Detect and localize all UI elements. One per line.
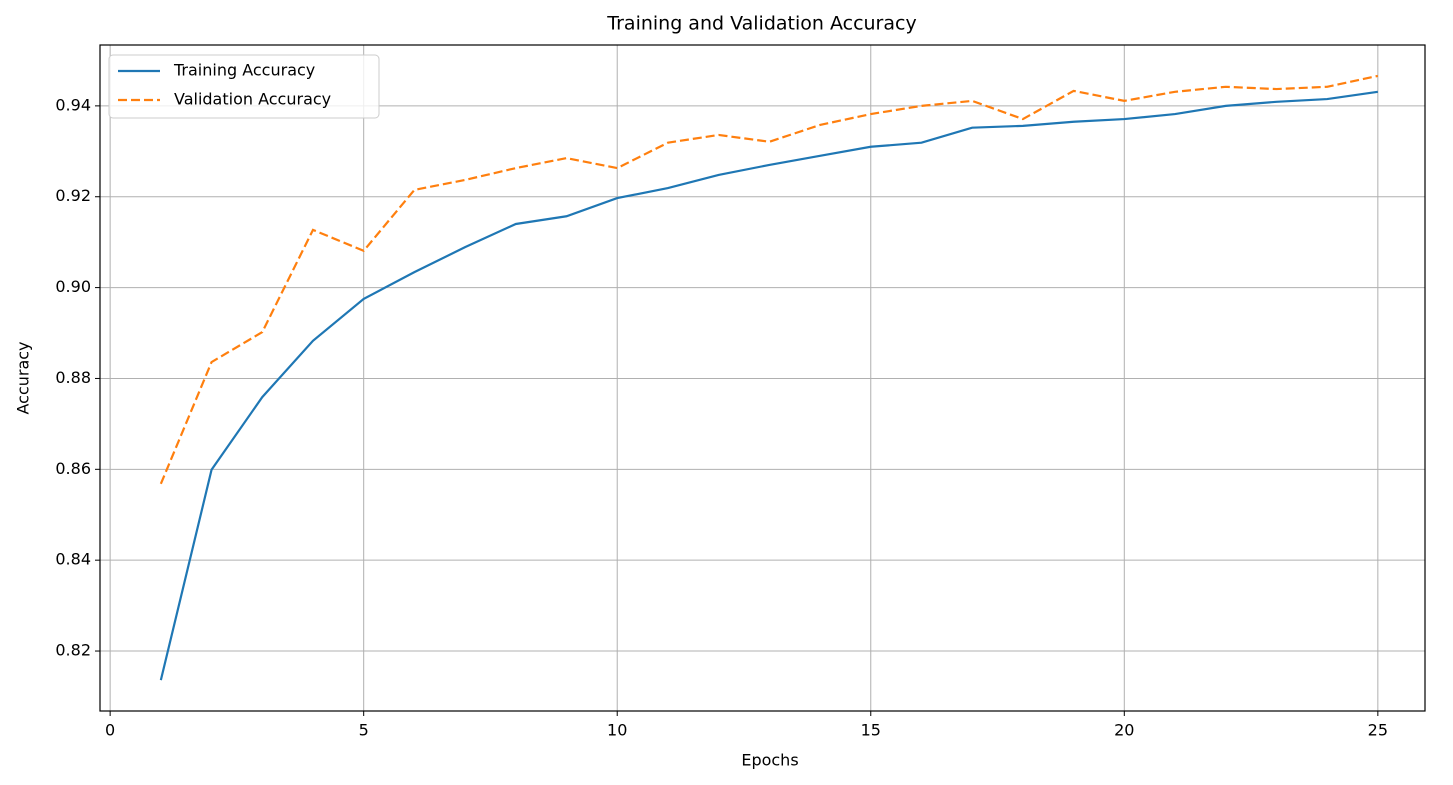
- y-tick-label: 0.88: [55, 368, 91, 387]
- x-axis-label: Epochs: [741, 751, 798, 770]
- legend-label: Training Accuracy: [173, 61, 315, 80]
- y-tick-label: 0.94: [55, 95, 91, 114]
- plot-frame: [99, 44, 1426, 712]
- data-line: [159, 74, 1379, 485]
- x-tick-label: 20: [1114, 721, 1134, 740]
- x-tick-label: 25: [1368, 721, 1388, 740]
- data-line: [159, 90, 1378, 681]
- y-tick-label: 0.86: [55, 459, 91, 478]
- x-tick-label: 0: [105, 721, 115, 740]
- x-tick-label: 5: [359, 721, 369, 740]
- y-tick-label: 0.84: [55, 550, 91, 569]
- chart-title: Training and Validation Accuracy: [606, 13, 916, 35]
- legend: Training Accuracy Validation Accuracy: [108, 54, 380, 119]
- y-tick-label: 0.82: [55, 641, 91, 660]
- y-tick-label: 0.92: [55, 186, 91, 205]
- y-axis-label: Accuracy: [14, 341, 33, 414]
- legend-box: [108, 54, 380, 119]
- x-tick-label: 10: [607, 721, 627, 740]
- y-tick-label: 0.90: [55, 277, 91, 296]
- legend-label: Validation Accuracy: [174, 90, 331, 109]
- x-tick-label: 15: [861, 721, 881, 740]
